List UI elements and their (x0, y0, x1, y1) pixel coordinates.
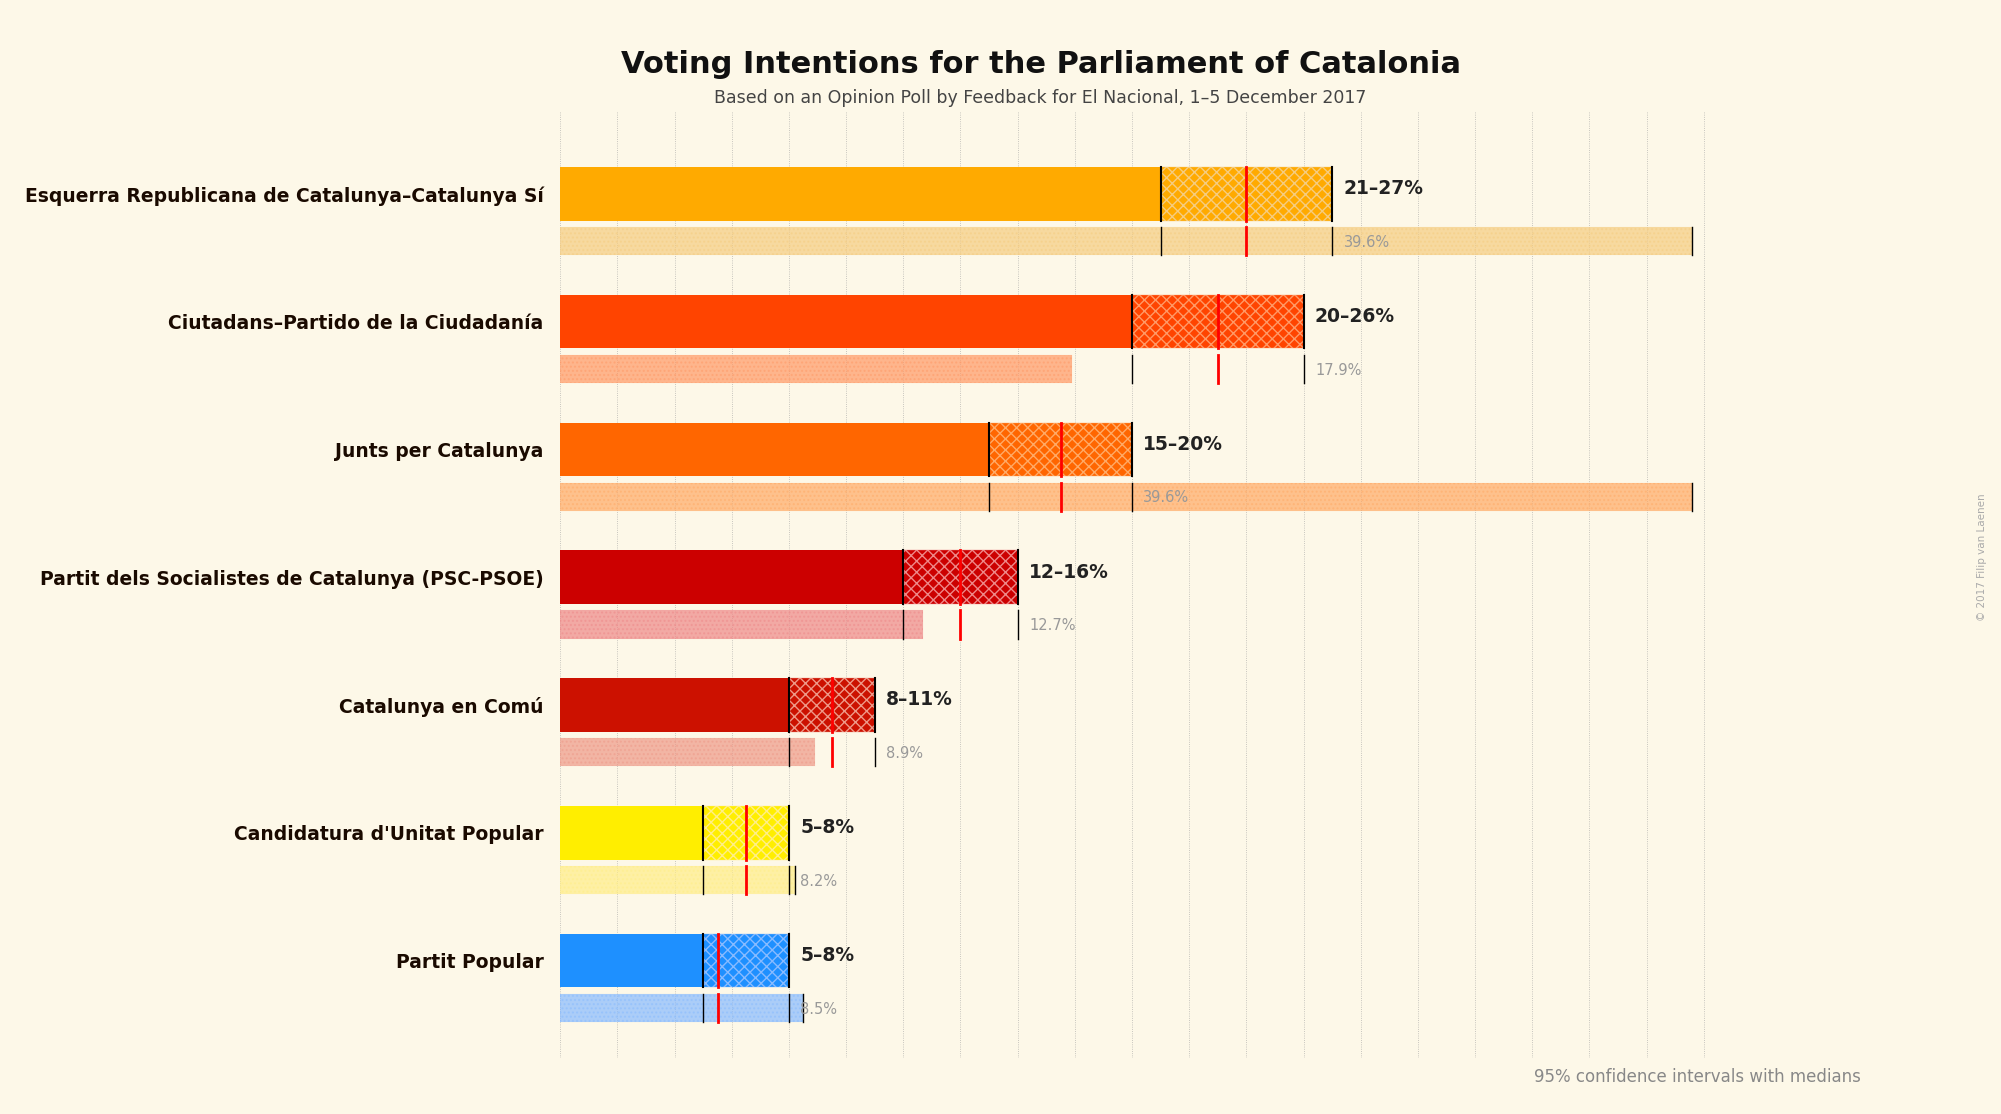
Bar (560, 739, 814, 766)
Bar (560, 866, 794, 895)
Bar (1133, 295, 1303, 349)
Bar (1161, 167, 1333, 221)
Text: 8.9%: 8.9% (886, 746, 922, 761)
Bar (788, 678, 874, 732)
Text: Based on an Opinion Poll by Feedback for El Nacional, 1–5 December 2017: Based on an Opinion Poll by Feedback for… (714, 89, 1367, 107)
Bar (560, 678, 788, 732)
Bar (560, 739, 814, 766)
Text: 5–8%: 5–8% (800, 946, 854, 965)
Bar (560, 227, 1693, 255)
Bar (788, 678, 874, 732)
Bar (1133, 295, 1303, 349)
Bar (702, 934, 788, 987)
Text: 12–16%: 12–16% (1029, 563, 1109, 582)
Bar (702, 805, 788, 860)
Bar (560, 866, 794, 895)
Bar (560, 994, 802, 1022)
Bar (902, 550, 1019, 604)
Bar (560, 610, 922, 638)
Bar (560, 167, 1161, 221)
Bar (988, 422, 1133, 476)
Text: 39.6%: 39.6% (1143, 490, 1189, 506)
Bar (560, 355, 1073, 383)
Bar (702, 805, 788, 860)
Bar (560, 994, 802, 1022)
Bar (988, 422, 1133, 476)
Text: 95% confidence intervals with medians: 95% confidence intervals with medians (1535, 1068, 1861, 1086)
Bar (560, 805, 702, 860)
Text: 8–11%: 8–11% (886, 691, 952, 710)
Text: 8.2%: 8.2% (800, 873, 838, 889)
Text: 21–27%: 21–27% (1343, 179, 1423, 198)
Text: 39.6%: 39.6% (1343, 235, 1389, 250)
Bar (1161, 167, 1333, 221)
Text: 15–20%: 15–20% (1143, 434, 1223, 453)
Text: 12.7%: 12.7% (1029, 618, 1077, 633)
Bar (560, 934, 702, 987)
Bar (560, 295, 1133, 349)
Bar (560, 227, 1693, 255)
Text: 8.5%: 8.5% (800, 1001, 836, 1017)
Text: 17.9%: 17.9% (1315, 363, 1361, 378)
Text: Voting Intentions for the Parliament of Catalonia: Voting Intentions for the Parliament of … (620, 50, 1461, 79)
Bar (560, 482, 1693, 510)
Bar (902, 550, 1019, 604)
Bar (560, 422, 988, 476)
Bar (560, 482, 1693, 510)
Text: 5–8%: 5–8% (800, 818, 854, 837)
Text: © 2017 Filip van Laenen: © 2017 Filip van Laenen (1977, 494, 1987, 620)
Bar (560, 610, 922, 638)
Text: 20–26%: 20–26% (1315, 307, 1395, 326)
Bar (702, 934, 788, 987)
Bar (560, 550, 902, 604)
Bar (560, 355, 1073, 383)
